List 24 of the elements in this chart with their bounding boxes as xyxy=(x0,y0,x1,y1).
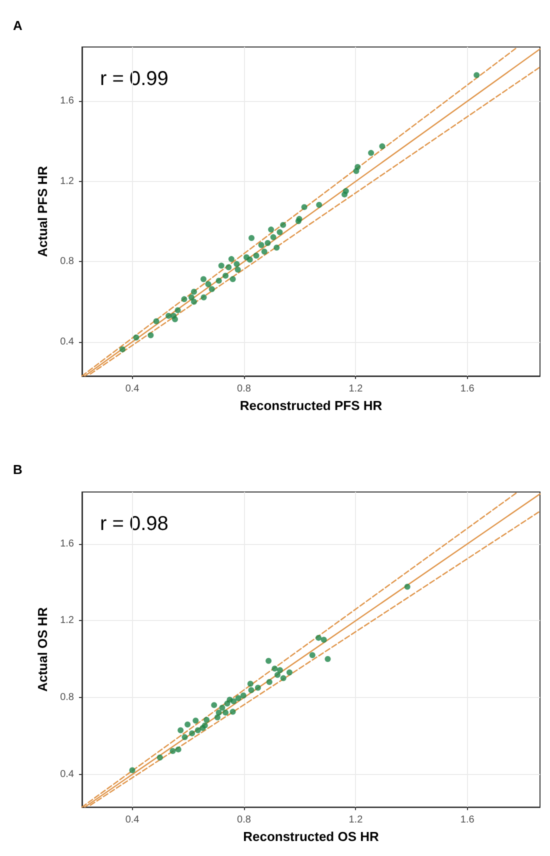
x-tick-label: 1.2 xyxy=(348,814,364,826)
chart-title: B xyxy=(13,462,22,477)
annotation: r = 0.98 xyxy=(100,513,168,535)
x-tick-label: 0.8 xyxy=(237,384,252,394)
x-axis-title: Reconstructed OS HR xyxy=(243,829,380,844)
x-axis-title: Reconstructed PFS HR xyxy=(240,398,383,413)
y-tick-label: 0.4 xyxy=(60,336,74,348)
annotation: r = 0.99 xyxy=(100,68,168,90)
x-tick-label: 0.8 xyxy=(237,814,252,826)
y-tick-label: 0.8 xyxy=(60,256,74,268)
y-tick-label: 0.4 xyxy=(60,768,74,780)
y-tick-label: 0.8 xyxy=(60,692,74,704)
x-tick-label: 1.6 xyxy=(460,814,475,826)
y-tick-label: 1.6 xyxy=(60,96,74,107)
y-axis-title: Actual PFS HR xyxy=(35,165,50,258)
y-tick-label: 1.6 xyxy=(60,538,74,550)
chart-title: A xyxy=(13,18,23,33)
x-tick-label: 0.4 xyxy=(125,814,140,826)
y-tick-label: 1.2 xyxy=(60,615,74,626)
x-tick-label: 1.2 xyxy=(348,384,364,394)
y-tick-label: 1.2 xyxy=(60,176,74,187)
x-tick-label: 0.4 xyxy=(125,384,140,394)
y-axis-title: Actual OS HR xyxy=(35,606,50,692)
x-tick-label: 1.6 xyxy=(460,384,475,394)
